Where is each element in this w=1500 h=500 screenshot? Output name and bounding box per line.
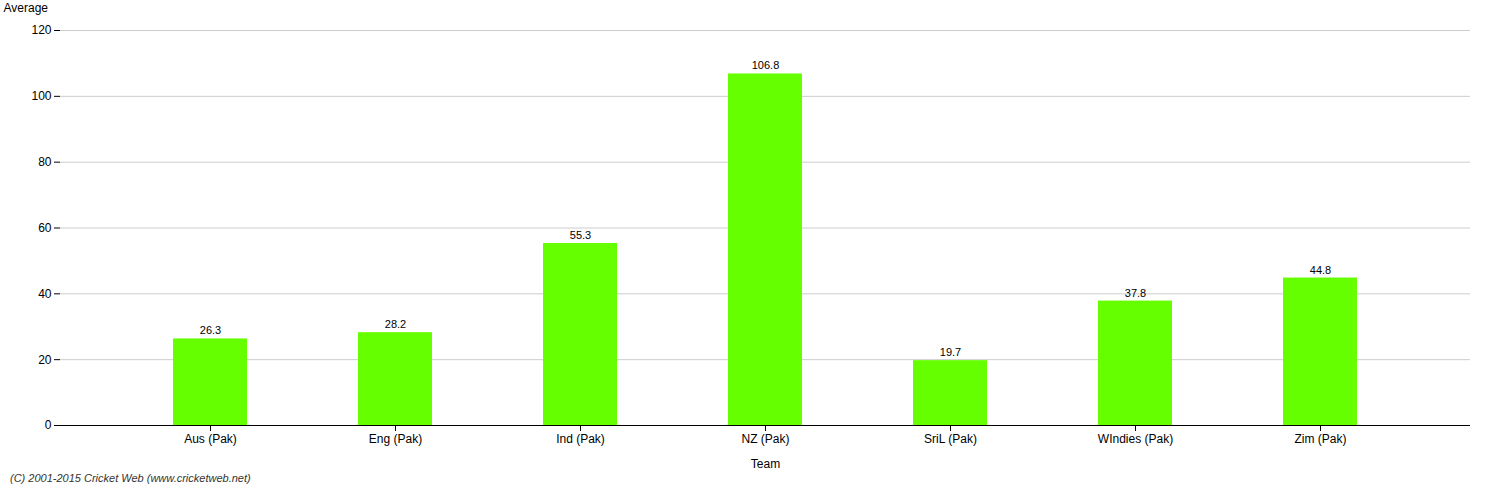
svg-text:20: 20 [38,353,52,367]
svg-text:60: 60 [38,221,52,235]
svg-text:80: 80 [38,155,52,169]
html-text:(C) 2001-2015 Cricket Web (www: (C) 2001-2015 Cricket Web (www.cricketwe… [10,472,251,484]
svg-text:37.8: 37.8 [1125,287,1146,299]
svg-text:WIndies (Pak): WIndies (Pak) [1098,432,1173,446]
svg-text:Average: Average [4,1,49,15]
svg-text:55.3: 55.3 [570,229,591,241]
svg-text:Aus (Pak): Aus (Pak) [184,432,237,446]
svg-text:Ind (Pak): Ind (Pak) [556,432,605,446]
svg-text:26.3: 26.3 [200,324,221,336]
svg-text:19.7: 19.7 [940,346,961,358]
svg-text:28.2: 28.2 [385,318,406,330]
svg-text:Team: Team [751,457,780,471]
svg-text:NZ (Pak): NZ (Pak) [742,432,790,446]
svg-text:44.8: 44.8 [1310,264,1331,276]
svg-text:40: 40 [38,287,52,301]
svg-text:SriL (Pak): SriL (Pak) [924,432,977,446]
svg-text:106.8: 106.8 [752,59,780,71]
svg-text:100: 100 [31,89,51,103]
svg-text:Zim (Pak): Zim (Pak) [1295,432,1347,446]
svg-text:120: 120 [31,23,51,37]
svg-text:0: 0 [45,418,52,432]
svg-text:Eng (Pak): Eng (Pak) [369,432,422,446]
